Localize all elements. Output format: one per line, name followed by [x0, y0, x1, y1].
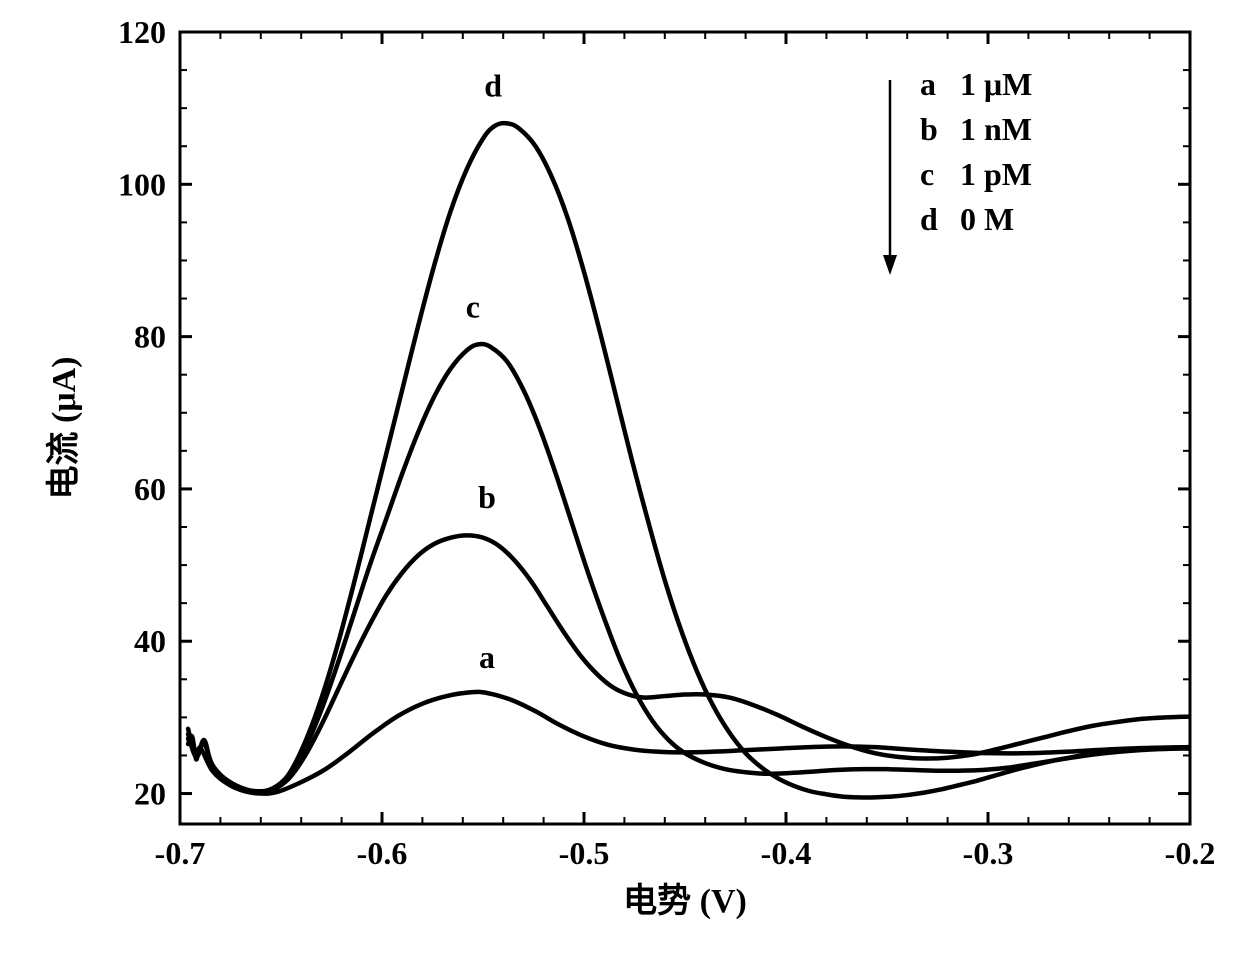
x-tick-label: -0.2: [1165, 835, 1216, 871]
legend-text-c: 1 pM: [960, 156, 1032, 192]
y-tick-label: 80: [134, 319, 166, 355]
legend-text-b: 1 nM: [960, 111, 1032, 147]
curve-label-a: a: [479, 639, 495, 675]
y-tick-label: 60: [134, 471, 166, 507]
x-axis-label: 电势 (V): [623, 882, 747, 920]
dpv-chart: -0.7 -0.6 -0.5 -0.4 -0.3 -0.2 20 40 60 80 100 120 电势…: [0, 0, 1240, 955]
x-tick-label: -0.6: [357, 835, 408, 871]
legend-key-c: c: [920, 156, 934, 192]
y-tick-label: 20: [134, 776, 166, 812]
y-tick-label: 40: [134, 623, 166, 659]
y-axis-label: 电流 (μA): [45, 357, 83, 500]
x-tick-label: -0.4: [761, 835, 812, 871]
curve-label-c: c: [466, 289, 480, 325]
x-tick-label: -0.7: [155, 835, 206, 871]
legend-key-d: d: [920, 201, 938, 237]
curve-label-b: b: [478, 479, 496, 515]
legend-text-a: 1 μM: [960, 66, 1032, 102]
x-tick-label: -0.5: [559, 835, 610, 871]
legend-key-b: b: [920, 111, 938, 147]
legend-text-d: 0 M: [960, 201, 1014, 237]
chart-container: -0.7 -0.6 -0.5 -0.4 -0.3 -0.2 20 40 60 80 100 120 电势…: [0, 0, 1240, 955]
y-tick-label: 120: [118, 14, 166, 50]
curve-label-d: d: [484, 68, 502, 104]
x-tick-label: -0.3: [963, 835, 1014, 871]
legend-key-a: a: [920, 66, 936, 102]
y-tick-label: 100: [118, 166, 166, 202]
